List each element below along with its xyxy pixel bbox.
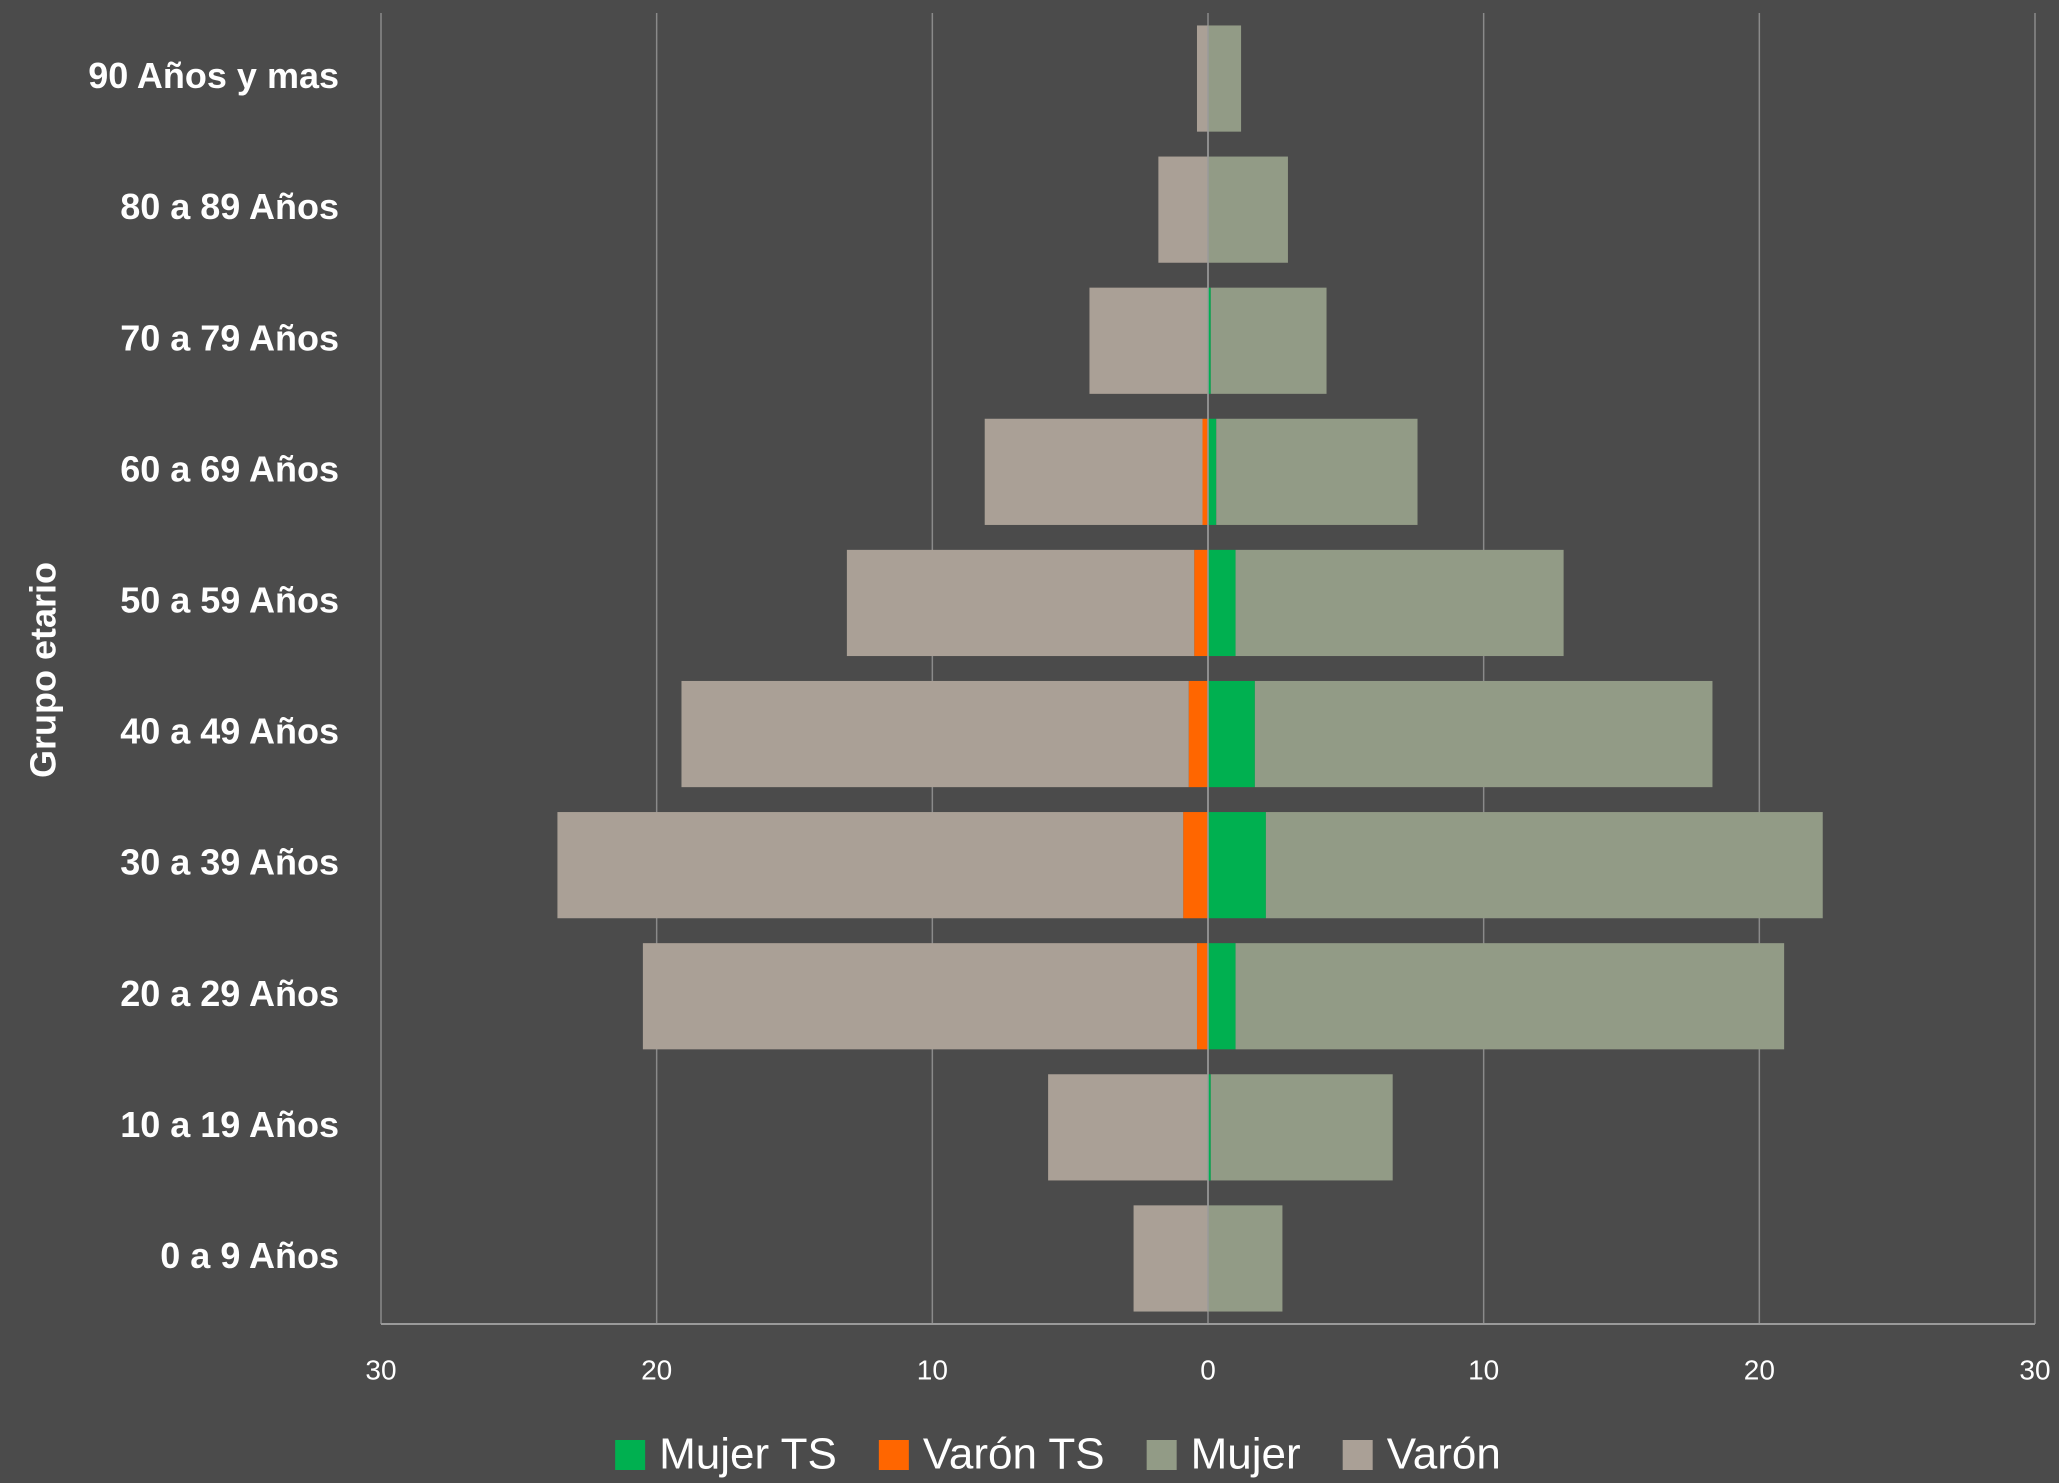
- x-tick-label: 10: [1468, 1354, 1499, 1385]
- legend-label: Varón TS: [923, 1430, 1105, 1479]
- bar: [1194, 549, 1208, 657]
- bar: [1208, 680, 1255, 788]
- bar: [984, 418, 1203, 525]
- legend-label: Mujer TS: [659, 1430, 837, 1479]
- bar: [1196, 25, 1208, 132]
- bar: [1208, 156, 1288, 263]
- bar: [1183, 812, 1208, 919]
- bar: [1254, 680, 1713, 788]
- x-tick-label: 30: [2019, 1354, 2050, 1385]
- bar: [557, 812, 1184, 919]
- x-tick-label: 20: [1744, 1354, 1775, 1385]
- y-tick-label: 70 a 79 Años: [120, 317, 339, 358]
- y-tick-label: 60 a 69 Años: [120, 448, 339, 489]
- x-tick-label: 10: [917, 1354, 948, 1385]
- bar: [1208, 943, 1236, 1050]
- bar: [1133, 1205, 1208, 1312]
- bar: [1235, 943, 1785, 1050]
- bar: [1216, 418, 1418, 525]
- bar: [1208, 25, 1242, 132]
- y-tick-label: 90 Años y mas: [88, 55, 339, 96]
- bar: [1265, 812, 1823, 919]
- y-tick-label: 20 a 29 Años: [120, 973, 339, 1014]
- legend-label: Varón: [1387, 1430, 1501, 1479]
- x-tick-label: 20: [641, 1354, 672, 1385]
- y-tick-label: 10 a 19 Años: [120, 1104, 339, 1145]
- legend-swatch: [615, 1440, 646, 1470]
- legend-swatch: [1342, 1440, 1373, 1470]
- bar: [1158, 156, 1208, 263]
- bar: [1048, 1074, 1208, 1181]
- y-tick-label: 50 a 59 Años: [120, 579, 339, 620]
- bar: [1208, 1074, 1211, 1181]
- legend-swatch: [878, 1440, 909, 1470]
- y-tick-label: 30 a 39 Años: [120, 842, 339, 883]
- y-tick-label: 80 a 89 Años: [120, 186, 339, 227]
- y-axis-title: Grupo etario: [23, 562, 64, 778]
- bar: [1208, 812, 1266, 919]
- bar: [1210, 287, 1327, 394]
- legend-swatch: [1146, 1440, 1177, 1470]
- y-tick-label: 0 a 9 Años: [160, 1235, 339, 1276]
- y-tick-label: 40 a 49 Años: [120, 711, 339, 752]
- bar: [1202, 418, 1208, 525]
- legend-label: Mujer: [1191, 1430, 1301, 1479]
- bar: [681, 680, 1189, 788]
- bar: [1210, 1074, 1393, 1181]
- x-tick-label: 0: [1200, 1354, 1216, 1385]
- bar: [1235, 549, 1564, 657]
- bar: [846, 549, 1195, 657]
- x-tick-label: 30: [365, 1354, 396, 1385]
- bar: [1208, 1205, 1283, 1312]
- bar: [1208, 549, 1236, 657]
- bar: [1188, 680, 1208, 788]
- bar: [1089, 287, 1208, 394]
- bar: [1196, 943, 1208, 1050]
- bar: [1208, 418, 1217, 525]
- bar: [642, 943, 1197, 1050]
- bar: [1208, 287, 1211, 394]
